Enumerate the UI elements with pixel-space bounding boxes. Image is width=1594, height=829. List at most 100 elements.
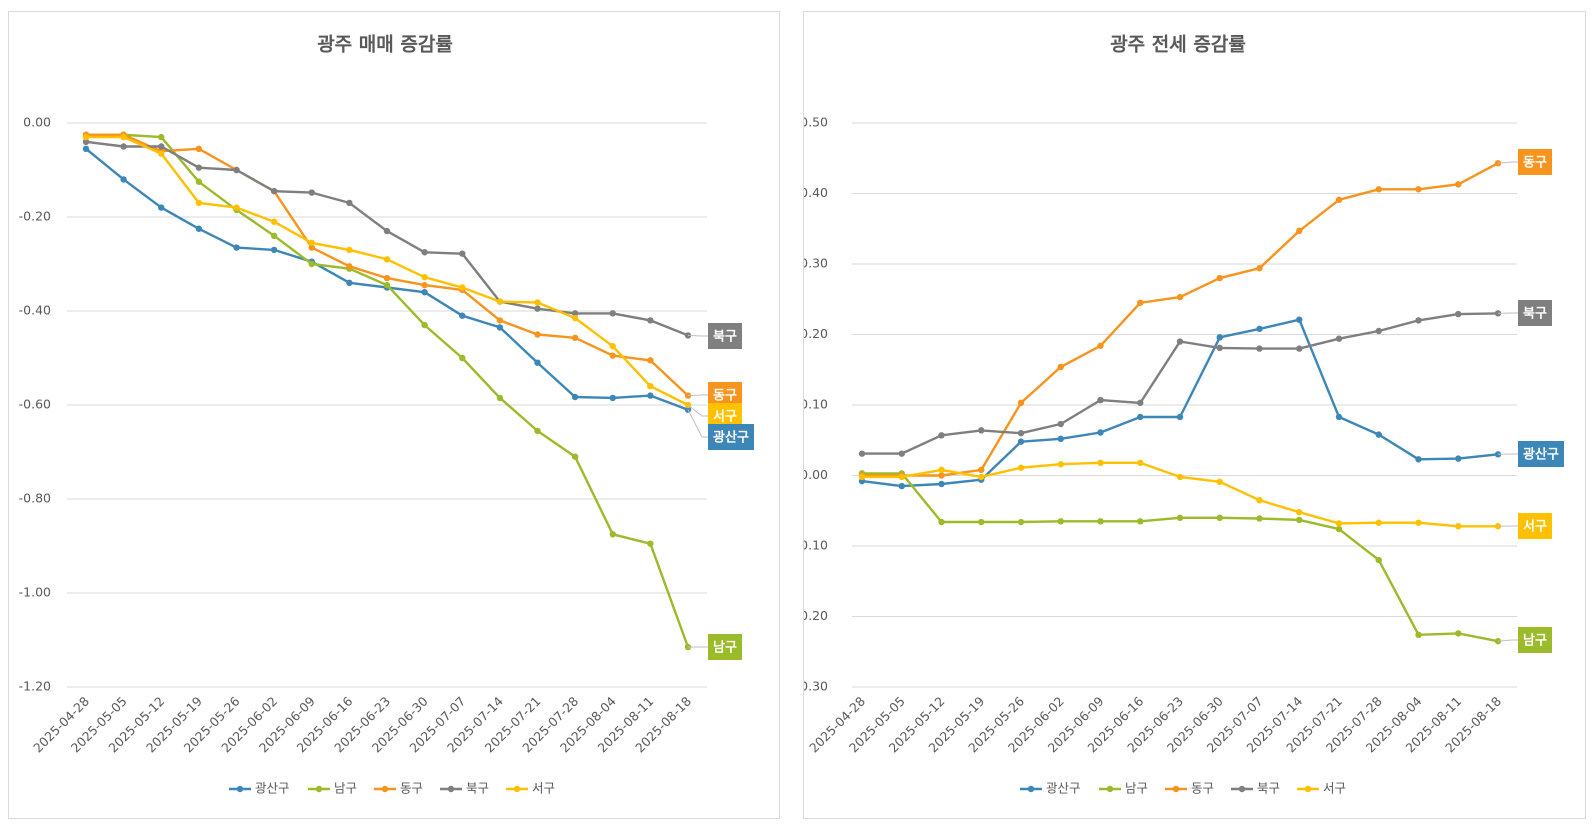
sale-data-point (270, 246, 278, 254)
sale-data-point (647, 540, 654, 547)
jeonse-data-point (1335, 413, 1343, 421)
jeonse-end-label: 동구 (1523, 156, 1547, 171)
sale-data-point (421, 273, 428, 281)
jeonse-data-point (1375, 186, 1382, 193)
jeonse-data-point (978, 473, 985, 481)
sale-data-point (609, 343, 616, 350)
sale-chart-title: 광주 매매 증감률 (317, 34, 453, 56)
sale-data-point (195, 164, 203, 171)
sale-end-label: 남구 (713, 640, 737, 656)
sale-end-label-box (708, 323, 742, 349)
sale-data-point (571, 314, 579, 322)
jeonse-data-point (1455, 523, 1462, 530)
sale-data-point (120, 176, 127, 183)
jeonse-legend: 광산구 남구 동구 북구 서구 (1020, 781, 1346, 796)
jeonse-legend-item: 북구 (1231, 781, 1280, 796)
jeonse-series-4 (858, 310, 1502, 457)
jeonse-data-point (938, 480, 945, 488)
sale-data-point (383, 274, 391, 282)
sale-end-label-leader (687, 404, 708, 417)
jeonse-data-point (1216, 334, 1223, 341)
jeonse-change-chart: 광주 전세 증감률 0.50 0.40 0.30 0.20 0.10 0.00 -0.10 -0… (804, 34, 1564, 796)
jeonse-legend-label: 서구 (1323, 781, 1346, 796)
sale-data-point (195, 225, 203, 232)
sale-data-point (571, 334, 579, 341)
sale-series-line (86, 135, 689, 407)
jeonse-data-point (938, 432, 945, 439)
jeonse-legend-label: 동구 (1191, 781, 1214, 796)
sale-end-label-box (708, 424, 754, 450)
jeonse-legend-swatch-marker (1106, 785, 1114, 793)
jeonse-data-point (1017, 438, 1025, 445)
jeonse-data-point (1375, 556, 1382, 564)
sale-data-point (383, 281, 391, 289)
jeonse-data-point (1097, 429, 1104, 436)
jeonse-data-point (1176, 293, 1184, 301)
jeonse-data-point (1415, 631, 1422, 639)
jeonse-data-point (1137, 399, 1144, 407)
sale-legend: 광산구 남구 동구 북구 서구 (229, 781, 555, 796)
jeonse-data-point (1455, 310, 1462, 318)
jeonse-data-point (1256, 515, 1263, 522)
sale-data-point (346, 199, 353, 207)
jeonse-chart-title: 광주 전세 증감률 (1110, 34, 1246, 56)
sale-data-point (571, 393, 579, 401)
jeonse-data-point (1057, 435, 1064, 443)
jeonse-data-point (978, 466, 985, 474)
sale-end-label: 서구 (713, 410, 737, 425)
sale-y-tick-label: -1.20 (19, 679, 51, 694)
sale-data-point (534, 427, 541, 435)
sale-data-point (270, 232, 278, 239)
sale-data-point (158, 150, 165, 157)
jeonse-data-point (1296, 316, 1303, 323)
sale-end-label-leader (687, 334, 708, 337)
jeonse-data-point (1415, 317, 1422, 324)
sale-data-point (609, 310, 616, 317)
jeonse-legend-swatch-marker (1304, 785, 1312, 793)
jeonse-data-point (1216, 274, 1223, 282)
sale-legend-label: 북구 (466, 781, 489, 796)
jeonse-legend-swatch-marker (1238, 785, 1246, 793)
sale-legend-swatch-marker (236, 785, 244, 793)
jeonse-data-point (1455, 181, 1462, 188)
jeonse-legend-label: 북구 (1257, 781, 1280, 796)
sale-data-point (120, 133, 127, 141)
sale-series-2 (82, 131, 692, 651)
sale-data-point (609, 352, 616, 359)
jeonse-end-label: 광산구 (1523, 447, 1559, 463)
jeonse-data-point (1176, 514, 1184, 521)
jeonse-data-point (1216, 478, 1223, 486)
jeonse-data-point (858, 450, 866, 457)
sale-legend-swatch-marker (447, 785, 455, 793)
sale-data-point (233, 244, 240, 251)
jeonse-data-point (1335, 335, 1343, 342)
jeonse-data-point (1017, 399, 1025, 407)
jeonse-data-point (938, 518, 945, 526)
jeonse-y-tick-label: 0.20 (804, 326, 828, 341)
sale-y-tick-label: -0.60 (19, 397, 51, 412)
jeonse-data-point (898, 473, 905, 481)
jeonse-data-point (1296, 516, 1303, 524)
sale-data-point (233, 204, 240, 211)
jeonse-series-1 (858, 316, 1502, 490)
jeonse-end-label-box (1518, 441, 1564, 467)
jeonse-data-point (858, 473, 866, 481)
jeonse-data-point (1415, 456, 1422, 463)
jeonse-data-point (978, 518, 985, 526)
jeonse-data-point (1137, 459, 1144, 467)
jeonse-data-point (1137, 413, 1144, 421)
sale-legend-item: 광산구 (229, 781, 290, 796)
jeonse-data-point (1097, 518, 1104, 525)
jeonse-data-point (1057, 461, 1064, 468)
jeonse-legend-item: 광산구 (1020, 781, 1081, 796)
sale-data-point (496, 394, 504, 402)
jeonse-data-point (1455, 455, 1462, 462)
sale-y-tick-label: -0.20 (19, 209, 51, 224)
jeonse-legend-label: 남구 (1125, 781, 1148, 796)
jeonse-y-tick-label: -0.20 (804, 608, 828, 623)
jeonse-data-point (1455, 630, 1462, 637)
jeonse-series-line (862, 162, 1499, 477)
jeonse-y-tick-label: 0.10 (804, 397, 828, 412)
jeonse-data-point (1137, 299, 1144, 306)
jeonse-data-point (1057, 518, 1064, 525)
